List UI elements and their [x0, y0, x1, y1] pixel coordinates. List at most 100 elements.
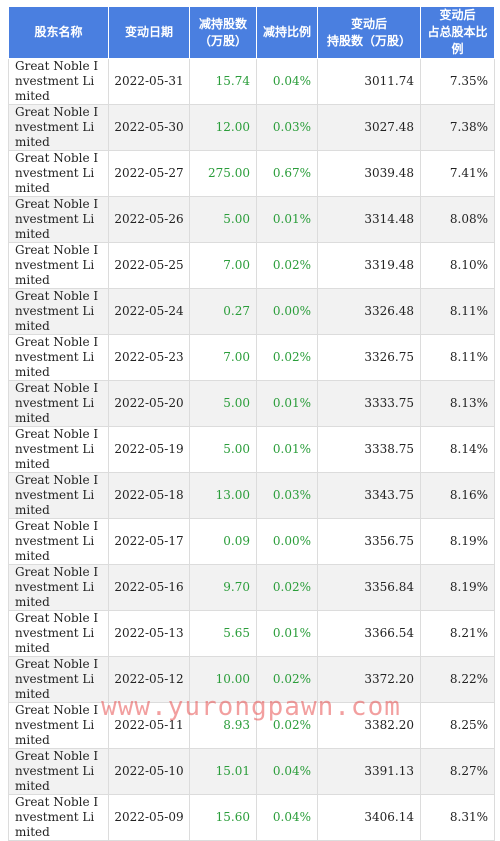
cell-shareholder: Great Noble Investment Limited	[8, 58, 109, 105]
cell-reduction-ratio: 0.01%	[256, 380, 318, 427]
cell-reduction-ratio: 0.02%	[256, 242, 318, 289]
cell-reduction-ratio: 0.03%	[256, 472, 318, 519]
cell-holding-after: 3372.20	[317, 656, 421, 703]
cell-reduced-shares: 275.00	[189, 150, 257, 197]
cell-pct-after: 7.41%	[420, 150, 495, 197]
header-pct-after: 变动后 占总股本比例	[420, 6, 495, 59]
table-row: Great Noble Investment Limited 2022-05-12…	[8, 656, 495, 703]
table-row: Great Noble Investment Limited 2022-05-31…	[8, 58, 495, 105]
cell-holding-after: 3319.48	[317, 242, 421, 289]
cell-change-date: 2022-05-26	[108, 196, 190, 243]
cell-holding-after: 3333.75	[317, 380, 421, 427]
cell-reduction-ratio: 0.04%	[256, 748, 318, 795]
shareholding-change-table: 股东名称 变动日期 减持股数 （万股） 减持比例 变动后 持股数（万股） 变动后 占总…	[8, 6, 495, 841]
cell-pct-after: 8.19%	[420, 518, 495, 565]
cell-shareholder: Great Noble Investment Limited	[8, 242, 109, 289]
cell-reduction-ratio: 0.04%	[256, 794, 318, 841]
cell-change-date: 2022-05-10	[108, 748, 190, 795]
cell-change-date: 2022-05-13	[108, 610, 190, 657]
cell-shareholder: Great Noble Investment Limited	[8, 426, 109, 473]
cell-change-date: 2022-05-16	[108, 564, 190, 611]
table-body: Great Noble Investment Limited 2022-05-31…	[8, 58, 495, 841]
cell-shareholder: Great Noble Investment Limited	[8, 288, 109, 335]
cell-shareholder: Great Noble Investment Limited	[8, 564, 109, 611]
cell-reduced-shares: 12.00	[189, 104, 257, 151]
cell-reduction-ratio: 0.02%	[256, 564, 318, 611]
cell-pct-after: 8.11%	[420, 288, 495, 335]
cell-holding-after: 3011.74	[317, 58, 421, 105]
cell-reduced-shares: 7.00	[189, 242, 257, 289]
cell-reduction-ratio: 0.03%	[256, 104, 318, 151]
cell-shareholder: Great Noble Investment Limited	[8, 702, 109, 749]
cell-reduction-ratio: 0.00%	[256, 518, 318, 565]
cell-reduced-shares: 9.70	[189, 564, 257, 611]
cell-shareholder: Great Noble Investment Limited	[8, 334, 109, 381]
table-row: Great Noble Investment Limited 2022-05-23…	[8, 334, 495, 381]
cell-change-date: 2022-05-19	[108, 426, 190, 473]
cell-holding-after: 3406.14	[317, 794, 421, 841]
cell-holding-after: 3343.75	[317, 472, 421, 519]
table-row: Great Noble Investment Limited 2022-05-25…	[8, 242, 495, 289]
cell-pct-after: 8.16%	[420, 472, 495, 519]
cell-holding-after: 3382.20	[317, 702, 421, 749]
cell-pct-after: 8.25%	[420, 702, 495, 749]
cell-change-date: 2022-05-23	[108, 334, 190, 381]
header-change-date: 变动日期	[108, 6, 190, 59]
cell-change-date: 2022-05-17	[108, 518, 190, 565]
cell-shareholder: Great Noble Investment Limited	[8, 794, 109, 841]
cell-pct-after: 7.35%	[420, 58, 495, 105]
cell-pct-after: 8.22%	[420, 656, 495, 703]
table-row: Great Noble Investment Limited 2022-05-09…	[8, 794, 495, 841]
cell-change-date: 2022-05-12	[108, 656, 190, 703]
cell-holding-after: 3366.54	[317, 610, 421, 657]
cell-shareholder: Great Noble Investment Limited	[8, 656, 109, 703]
cell-reduced-shares: 0.09	[189, 518, 257, 565]
cell-reduced-shares: 15.74	[189, 58, 257, 105]
cell-holding-after: 3391.13	[317, 748, 421, 795]
cell-change-date: 2022-05-09	[108, 794, 190, 841]
table-row: Great Noble Investment Limited 2022-05-19…	[8, 426, 495, 473]
cell-reduced-shares: 5.65	[189, 610, 257, 657]
cell-reduction-ratio: 0.04%	[256, 58, 318, 105]
table-row: Great Noble Investment Limited 2022-05-30…	[8, 104, 495, 151]
cell-pct-after: 8.11%	[420, 334, 495, 381]
table-header-row: 股东名称 变动日期 减持股数 （万股） 减持比例 变动后 持股数（万股） 变动后 占总…	[8, 6, 495, 59]
table-row: Great Noble Investment Limited 2022-05-24…	[8, 288, 495, 335]
cell-reduced-shares: 15.01	[189, 748, 257, 795]
cell-shareholder: Great Noble Investment Limited	[8, 518, 109, 565]
cell-reduction-ratio: 0.01%	[256, 610, 318, 657]
cell-change-date: 2022-05-20	[108, 380, 190, 427]
cell-reduced-shares: 5.00	[189, 426, 257, 473]
table-row: Great Noble Investment Limited 2022-05-20…	[8, 380, 495, 427]
cell-shareholder: Great Noble Investment Limited	[8, 610, 109, 657]
header-holding-after: 变动后 持股数（万股）	[317, 6, 421, 59]
cell-shareholder: Great Noble Investment Limited	[8, 380, 109, 427]
cell-reduction-ratio: 0.01%	[256, 196, 318, 243]
cell-change-date: 2022-05-27	[108, 150, 190, 197]
table-row: Great Noble Investment Limited 2022-05-27…	[8, 150, 495, 197]
table-row: Great Noble Investment Limited 2022-05-26…	[8, 196, 495, 243]
table-row: Great Noble Investment Limited 2022-05-10…	[8, 748, 495, 795]
cell-reduction-ratio: 0.01%	[256, 426, 318, 473]
cell-reduced-shares: 10.00	[189, 656, 257, 703]
cell-reduced-shares: 15.60	[189, 794, 257, 841]
cell-change-date: 2022-05-30	[108, 104, 190, 151]
cell-reduced-shares: 7.00	[189, 334, 257, 381]
cell-pct-after: 8.14%	[420, 426, 495, 473]
cell-reduced-shares: 5.00	[189, 380, 257, 427]
header-reduced-shares: 减持股数 （万股）	[189, 6, 257, 59]
cell-reduced-shares: 8.93	[189, 702, 257, 749]
cell-reduced-shares: 13.00	[189, 472, 257, 519]
cell-holding-after: 3356.75	[317, 518, 421, 565]
cell-change-date: 2022-05-31	[108, 58, 190, 105]
cell-shareholder: Great Noble Investment Limited	[8, 196, 109, 243]
cell-pct-after: 8.13%	[420, 380, 495, 427]
cell-pct-after: 8.19%	[420, 564, 495, 611]
cell-change-date: 2022-05-25	[108, 242, 190, 289]
cell-reduction-ratio: 0.02%	[256, 334, 318, 381]
cell-pct-after: 8.31%	[420, 794, 495, 841]
cell-reduced-shares: 0.27	[189, 288, 257, 335]
table-row: Great Noble Investment Limited 2022-05-17…	[8, 518, 495, 565]
table-row: Great Noble Investment Limited 2022-05-18…	[8, 472, 495, 519]
cell-reduction-ratio: 0.02%	[256, 656, 318, 703]
